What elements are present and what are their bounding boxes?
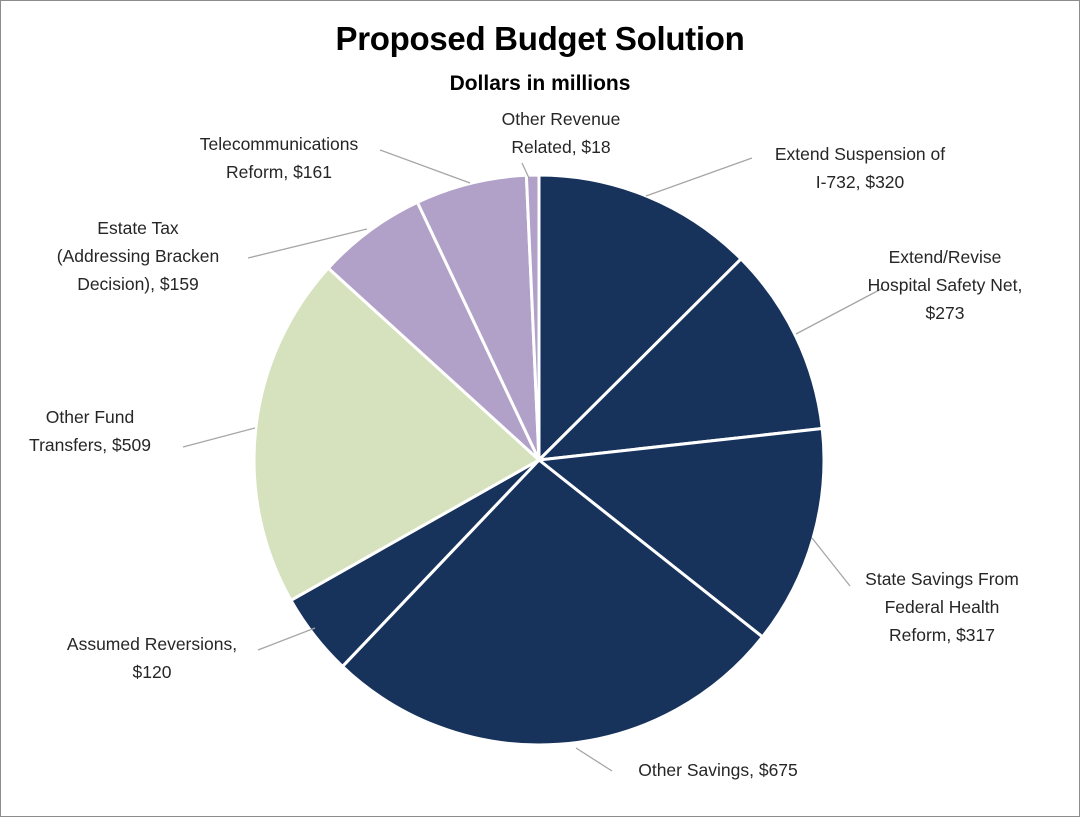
- leader-line-9: [521, 162, 530, 179]
- slice-label-2: Extend/Revise Hospital Safety Net, $273: [868, 247, 1023, 323]
- pie-slice-1: [537, 173, 743, 462]
- slice-label-line: Other Revenue: [502, 109, 621, 129]
- slice-label-5: Assumed Reversions, $120: [67, 634, 237, 682]
- slice-label-line: Other Fund: [46, 407, 135, 427]
- slice-label-line: Related, $18: [511, 137, 610, 157]
- pie-slice-8: [415, 173, 541, 462]
- pie-slice-4: [341, 458, 764, 747]
- slice-label-line: Hospital Safety Net,: [868, 275, 1023, 295]
- pie-slice-6: [252, 266, 541, 602]
- leader-line-5: [257, 627, 316, 651]
- leader-line-6: [182, 427, 256, 448]
- slice-label-line: Telecommunications: [200, 134, 359, 154]
- slice-label-line: Assumed Reversions,: [67, 634, 237, 654]
- leader-line-1: [645, 157, 753, 197]
- slice-label-line: Extend Suspension of: [775, 144, 945, 164]
- slice-label-line: Decision), $159: [77, 274, 199, 294]
- chart-subtitle: Dollars in millions: [449, 72, 631, 95]
- leader-line-2: [795, 287, 884, 335]
- chart-title: Proposed Budget Solution: [335, 20, 745, 57]
- slice-label-line: Transfers, $509: [29, 435, 151, 455]
- slice-label-line: Other Savings, $675: [638, 760, 798, 780]
- slice-label-line: Reform, $161: [226, 162, 332, 182]
- slice-label-line: State Savings From: [865, 569, 1019, 589]
- slice-label-line: $273: [926, 303, 965, 323]
- slice-label-line: I-732, $320: [816, 172, 905, 192]
- slice-label-7: Estate Tax (Addressing Bracken Decision), …: [57, 218, 219, 294]
- leader-line-7: [247, 228, 368, 259]
- slice-label-line: Federal Health: [885, 597, 1000, 617]
- slice-label-3: State Savings From Federal Health Reform, …: [865, 569, 1019, 645]
- slice-label-line: $120: [133, 662, 172, 682]
- pie-slice-9: [524, 173, 541, 462]
- slice-label-9: Other Revenue Related, $18: [502, 109, 621, 157]
- slice-label-line: Estate Tax: [97, 218, 179, 238]
- slice-label-8: Telecommunications Reform, $161: [200, 134, 359, 182]
- slice-label-4: Other Savings, $675: [638, 760, 798, 780]
- slice-label-line: Extend/Revise: [889, 247, 1002, 267]
- slice-label-6: Other Fund Transfers, $509: [29, 407, 151, 455]
- slice-label-line: (Addressing Bracken: [57, 246, 219, 266]
- leader-line-4: [575, 747, 613, 772]
- leader-line-8: [379, 149, 471, 184]
- slice-label-1: Extend Suspension of I-732, $320: [775, 144, 945, 192]
- slice-label-line: Reform, $317: [889, 625, 995, 645]
- pie-slice-2: [537, 257, 824, 462]
- leader-line-3: [811, 537, 851, 587]
